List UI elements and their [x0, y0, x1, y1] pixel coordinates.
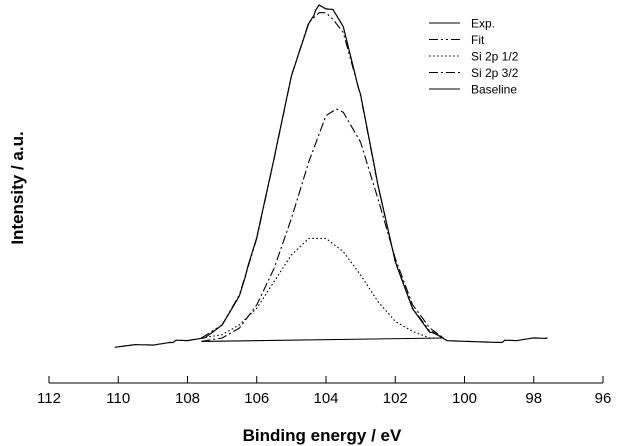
legend-label-baseline: Baseline	[471, 83, 517, 97]
x-tick-label: 110	[106, 390, 130, 407]
y-axis-label: Intensity / a.u.	[8, 131, 27, 244]
x-tick-label: 104	[313, 390, 338, 407]
legend-label-exp: Exp.	[471, 17, 495, 31]
x-tick-label: 112	[37, 390, 61, 407]
x-axis: 112 110 108 106 104 102 100 98 96	[37, 376, 611, 407]
x-tick-label: 108	[175, 390, 200, 407]
series-si-2p-1-2	[201, 237, 444, 339]
series-exp	[114, 4, 548, 348]
x-tick-label: 106	[244, 390, 269, 407]
legend-label-fit: Fit	[471, 33, 485, 47]
legend: Exp. Fit Si 2p 1/2 Si 2p 3/2 Baseline	[429, 17, 519, 97]
x-tick-label: 96	[595, 390, 612, 407]
legend-label-si-2p-3-2: Si 2p 3/2	[471, 66, 519, 80]
x-tick-label: 98	[525, 390, 542, 407]
series-si-2p-3-2	[201, 108, 445, 342]
legend-label-si-2p-1-2: Si 2p 1/2	[471, 50, 519, 64]
x-tick-label: 102	[383, 390, 408, 407]
plot-area	[114, 4, 548, 348]
x-axis-label: Binding energy / eV	[243, 426, 402, 445]
x-tick-label: 100	[452, 390, 477, 407]
series-fit	[201, 12, 444, 339]
series-baseline	[201, 337, 444, 342]
